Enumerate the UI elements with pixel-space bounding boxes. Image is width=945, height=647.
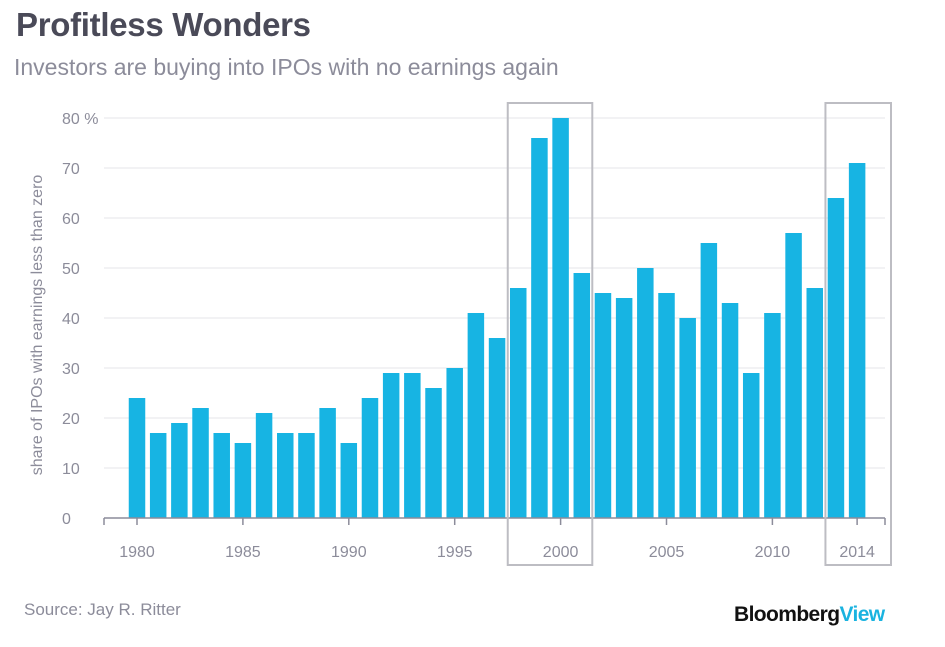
x-tick-label: 2000 xyxy=(543,544,579,561)
bar-1981 xyxy=(149,433,167,518)
x-tick-label: 2014 xyxy=(839,544,875,561)
x-tick-label: 2005 xyxy=(649,544,685,561)
bar-2009 xyxy=(742,373,760,518)
y-tick-label: 50 xyxy=(62,261,80,278)
x-tick-label: 1995 xyxy=(437,544,473,561)
bar-1982 xyxy=(171,423,188,518)
bar-1992 xyxy=(382,373,400,518)
y-tick-label: 0 xyxy=(62,511,71,528)
y-tick-labels: 0 10 20 30 40 50 60 70 80 % xyxy=(62,111,98,528)
brand-accent: View xyxy=(839,603,885,626)
y-tick-label: 80 % xyxy=(62,111,98,128)
y-tick-label: 70 xyxy=(62,161,80,178)
bar-1990 xyxy=(340,443,358,518)
bar-2008 xyxy=(721,303,739,518)
x-axis: 1980 1985 1990 1995 2000 2005 2010 2014 xyxy=(103,517,886,561)
y-axis-title: share of IPOs with earnings less than ze… xyxy=(29,175,46,476)
bar-2011 xyxy=(785,233,802,518)
bar-1997 xyxy=(488,338,506,518)
bar-2001 xyxy=(573,273,591,518)
bar-1988 xyxy=(298,433,315,518)
bar-1994 xyxy=(425,388,442,518)
bar-1987 xyxy=(277,433,294,518)
bar-2014 xyxy=(848,163,866,518)
bar-chart: 0 10 20 30 40 50 60 70 80 % 1980 1985 1990 1995 2000… xyxy=(29,102,892,566)
bar-1980 xyxy=(128,398,146,518)
bar-1995 xyxy=(446,368,463,518)
y-tick-label: 30 xyxy=(62,361,80,378)
bar-2006 xyxy=(679,318,696,518)
bar-2000 xyxy=(552,118,569,518)
x-tick-label: 2010 xyxy=(755,544,791,561)
bar-2007 xyxy=(700,243,718,518)
source-note: Source: Jay R. Ritter xyxy=(24,600,181,619)
chart-title: Profitless Wonders xyxy=(16,6,311,43)
bar-2010 xyxy=(764,313,781,518)
bar-1999 xyxy=(531,138,548,518)
y-tick-label: 40 xyxy=(62,311,80,328)
bars xyxy=(128,118,866,518)
bar-1983 xyxy=(192,408,209,518)
bar-1996 xyxy=(467,313,485,518)
chart-subtitle: Investors are buying into IPOs with no e… xyxy=(14,54,559,80)
x-tick-label: 1985 xyxy=(225,544,261,561)
bar-2003 xyxy=(615,298,633,518)
bar-2002 xyxy=(594,293,612,518)
bar-2012 xyxy=(806,288,824,518)
brand-logo: BloombergView xyxy=(734,603,885,627)
brand-name: Bloomberg xyxy=(734,603,840,626)
highlight-box xyxy=(824,102,892,566)
bar-1984 xyxy=(213,433,230,518)
highlight-box xyxy=(506,102,594,566)
bar-1993 xyxy=(404,373,421,518)
bar-1991 xyxy=(361,398,379,518)
bar-1985 xyxy=(234,443,252,518)
bar-2013 xyxy=(827,198,845,518)
bar-2004 xyxy=(637,268,654,518)
bar-1998 xyxy=(509,288,527,518)
bar-2005 xyxy=(658,293,675,518)
x-tick-label: 1990 xyxy=(331,544,367,561)
highlight-boxes xyxy=(506,102,892,566)
bar-1989 xyxy=(319,408,336,518)
bar-1986 xyxy=(255,413,273,518)
y-tick-label: 10 xyxy=(62,461,80,478)
x-tick-label: 1980 xyxy=(119,544,155,561)
y-tick-label: 20 xyxy=(62,411,80,428)
y-tick-label: 60 xyxy=(62,211,80,228)
